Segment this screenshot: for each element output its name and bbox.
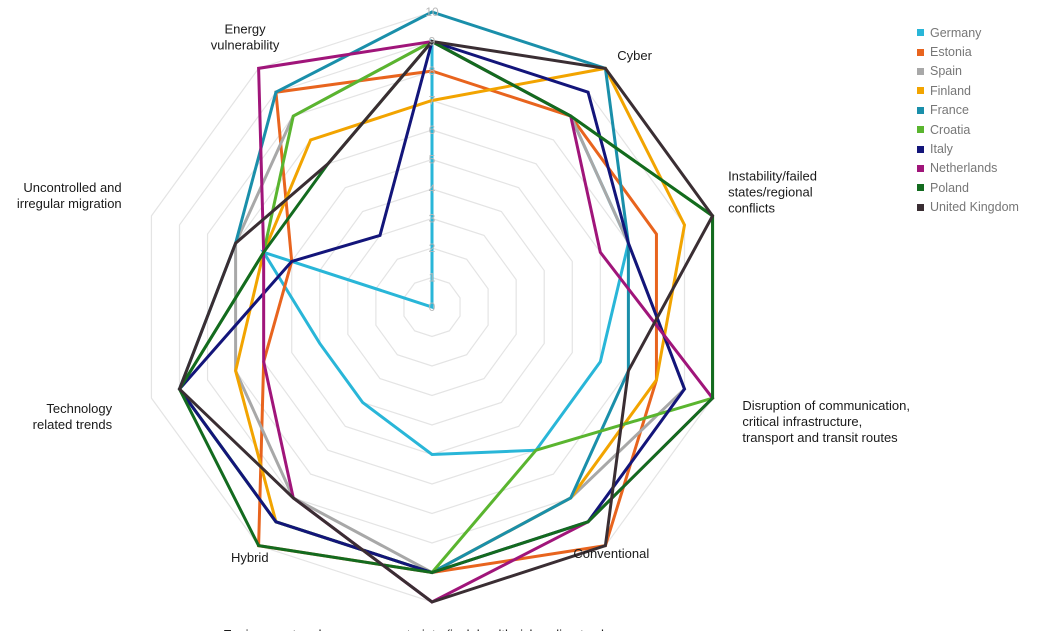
chart-legend: Germany Estonia Spain Finland France Croatia I… xyxy=(917,23,1047,217)
radial-tick-labels: 0 1 2 3 4 5 6 7 8 9 10 xyxy=(425,5,439,314)
tick-label: 5 xyxy=(429,153,436,167)
legend-item: Poland xyxy=(917,178,1047,197)
axis-label-line: Disruption of communication, xyxy=(742,398,910,413)
legend-item: Germany xyxy=(917,23,1047,42)
axis-label-line: vulnerability xyxy=(211,38,280,53)
legend-item: Estonia xyxy=(917,42,1047,61)
axis-label-line: Conventional xyxy=(573,546,649,561)
tick-label: 6 xyxy=(429,123,436,137)
grid-ring xyxy=(403,276,461,338)
series-estonia xyxy=(257,69,658,575)
axis-label: Conventional xyxy=(573,546,649,561)
axis-label: Disruption of communication, critical inf… xyxy=(742,398,910,445)
axis-label-line: Energy xyxy=(224,22,266,37)
axis-label: Environment and resource constraints (in… xyxy=(223,627,641,631)
legend-swatch xyxy=(917,106,924,114)
axis-label: Instability/failed states/regional conflic… xyxy=(728,169,817,216)
axis-label-line: irregular migration xyxy=(17,196,122,211)
legend-item: France xyxy=(917,101,1047,120)
tick-label: 3 xyxy=(429,212,436,226)
grid-ring xyxy=(375,247,489,367)
legend-swatch xyxy=(917,48,924,56)
legend-swatch xyxy=(917,145,924,153)
legend-label: Estonia xyxy=(930,45,972,60)
radar-series xyxy=(177,10,715,604)
axis-label-line: critical infrastructure, xyxy=(742,414,862,429)
legend-swatch xyxy=(917,67,924,75)
grid-ring xyxy=(347,217,517,397)
axis-label-line: Technology xyxy=(46,401,112,416)
tick-label: 9 xyxy=(429,35,436,49)
axis-label: Hybrid xyxy=(231,550,269,565)
legend-item: Netherlands xyxy=(917,159,1047,178)
legend-label: Croatia xyxy=(930,122,971,137)
axis-label-line: Uncontrolled and xyxy=(23,180,121,195)
tick-label: 7 xyxy=(429,94,436,108)
legend-label: United Kingdom xyxy=(930,200,1019,215)
legend-item: Italy xyxy=(917,139,1047,158)
tick-label: 4 xyxy=(429,182,436,196)
legend-swatch xyxy=(917,29,924,37)
axis-label-line: transport and transit routes xyxy=(742,430,898,445)
axis-label: Technology related trends xyxy=(33,401,113,432)
series-france xyxy=(177,10,630,575)
axis-label-line: Hybrid xyxy=(231,550,269,565)
tick-label: 2 xyxy=(429,241,436,255)
legend-label: Netherlands xyxy=(930,161,998,176)
legend-label: Poland xyxy=(930,180,969,195)
series-united-kingdom xyxy=(177,39,715,604)
axis-label-line: conflicts xyxy=(728,201,775,216)
legend-item: Finland xyxy=(917,81,1047,100)
legend-item: United Kingdom xyxy=(917,198,1047,217)
legend-swatch xyxy=(917,126,924,134)
tick-label: 10 xyxy=(425,5,439,19)
axis-label-line: Cyber xyxy=(617,48,652,63)
legend-label: Finland xyxy=(930,83,971,98)
axis-label-line: Environment and resource constraints (in… xyxy=(223,627,641,631)
legend-swatch xyxy=(917,184,924,192)
legend-item: Croatia xyxy=(917,120,1047,139)
legend-swatch xyxy=(917,87,924,95)
tick-label: 8 xyxy=(429,64,436,78)
axis-labels: TerrorismCyberInstability/failedstates/r… xyxy=(17,22,910,631)
series-netherlands xyxy=(257,39,715,604)
series-poland xyxy=(177,39,715,575)
legend-label: Germany xyxy=(930,25,982,40)
legend-label: Spain xyxy=(930,64,962,79)
axis-label-line: states/regional xyxy=(728,185,813,200)
series-finland xyxy=(234,66,687,575)
legend-swatch xyxy=(917,164,924,172)
legend-label: Italy xyxy=(930,142,953,157)
tick-label: 1 xyxy=(429,271,436,285)
axis-label: Energy vulnerability xyxy=(211,22,280,53)
grid-ring xyxy=(319,188,545,426)
legend-swatch xyxy=(917,203,924,211)
grid-ring xyxy=(235,99,629,515)
axis-label: Uncontrolled and irregular migration xyxy=(17,180,122,211)
tick-label: 0 xyxy=(429,300,436,314)
legend-label: France xyxy=(930,103,969,118)
legend-item: Spain xyxy=(917,62,1047,81)
axis-label-line: related trends xyxy=(33,417,113,432)
axis-label: Cyber xyxy=(617,48,652,63)
axis-label-line: Instability/failed xyxy=(728,169,817,184)
